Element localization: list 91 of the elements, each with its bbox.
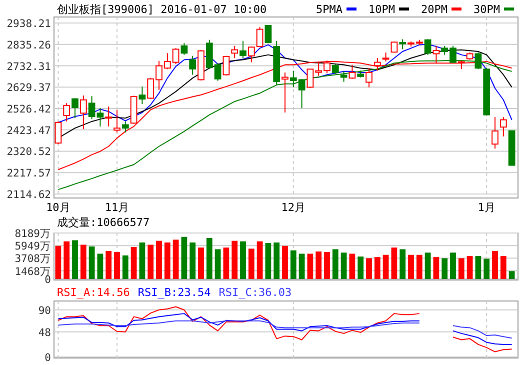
y-tick-label: 8189万 [14, 228, 51, 240]
bar [198, 248, 204, 279]
bar [172, 240, 179, 279]
bar [282, 246, 288, 279]
y-tick-label: 5949万 [14, 240, 51, 253]
x-tick-label: 11月 [104, 201, 130, 214]
bar [240, 241, 246, 279]
legend-label: 10PM [368, 3, 396, 16]
bar [424, 252, 431, 279]
y-tick-label: 2320.52 [6, 146, 51, 158]
y-tick-label: 2732.31 [6, 60, 51, 73]
chart-title: 成交量:10666577 [57, 216, 150, 229]
bar [130, 246, 137, 279]
bar [232, 240, 238, 279]
bar [442, 258, 448, 279]
bar [55, 246, 62, 279]
text: RSI_C:36.03 [218, 286, 292, 299]
bar [307, 254, 314, 279]
bar [450, 252, 456, 279]
y-tick-label: 2526.42 [6, 104, 51, 116]
y-tick-label: 2835.26 [6, 39, 51, 52]
bar [492, 250, 498, 279]
bar [265, 243, 272, 279]
bar [72, 240, 78, 279]
bar [206, 238, 212, 279]
bar [139, 242, 146, 279]
x-tick-label: 1月 [478, 201, 496, 214]
bar [148, 244, 154, 279]
chart-title: 创业板指[399006] 2016-01-07 10:00 [57, 3, 267, 16]
legend-label: 20PM [421, 3, 448, 16]
legend-label: 5PMA [316, 3, 343, 16]
bar [382, 254, 389, 279]
candlestick [366, 68, 372, 88]
bar [391, 248, 398, 279]
bar [316, 251, 322, 279]
y-tick-label: 2423.47 [6, 124, 51, 137]
bar [80, 244, 86, 279]
bar [433, 257, 440, 279]
bar [332, 249, 338, 279]
y-tick-label: 2629.37 [6, 82, 51, 94]
bar [324, 252, 330, 279]
bar [274, 242, 280, 279]
bar [256, 241, 263, 279]
bar [88, 246, 95, 279]
bar [508, 271, 515, 279]
bar [458, 258, 464, 279]
series-label: RSI_A:14.56 [57, 286, 130, 299]
bar [122, 255, 128, 279]
bar [223, 248, 230, 279]
bar [114, 252, 120, 279]
bar [106, 250, 112, 279]
bar [358, 256, 364, 279]
bar [248, 248, 254, 279]
bar [475, 256, 482, 279]
bar [190, 242, 196, 279]
bar [466, 256, 473, 279]
bar [340, 252, 347, 279]
series-label: RSI_B:23.54 [138, 286, 212, 299]
candlestick [96, 108, 104, 127]
bar [97, 254, 104, 279]
bar [374, 257, 380, 279]
y-tick-label: 3708万 [14, 253, 51, 266]
candlestick [500, 116, 507, 137]
x-tick-label: 10月 [46, 201, 70, 214]
y-tick-label: 0 [44, 352, 51, 364]
bar [290, 250, 296, 279]
y-tick-label: 2217.57 [6, 168, 51, 180]
bar [214, 249, 221, 279]
candlestick [122, 120, 129, 133]
bar [408, 254, 414, 279]
bar [349, 254, 356, 279]
candlestick [105, 106, 112, 127]
bar [400, 249, 406, 279]
bar [164, 242, 170, 279]
bar [500, 256, 506, 279]
bar [181, 236, 188, 279]
x-tick-label: 12月 [281, 201, 306, 214]
y-tick-label: 2938.21 [6, 18, 51, 30]
legend-label: 30PM [474, 3, 500, 16]
bar [298, 254, 305, 279]
bar [484, 258, 490, 279]
candlestick [72, 98, 78, 119]
bar [64, 241, 70, 279]
bar [366, 258, 372, 279]
bar [156, 240, 162, 279]
y-tick-label: 90 [38, 304, 51, 317]
candlestick [80, 95, 87, 130]
bar [416, 254, 422, 279]
y-tick-label: 48 [38, 326, 51, 339]
candlestick [138, 86, 146, 105]
y-tick-label: 2114.62 [6, 189, 51, 201]
